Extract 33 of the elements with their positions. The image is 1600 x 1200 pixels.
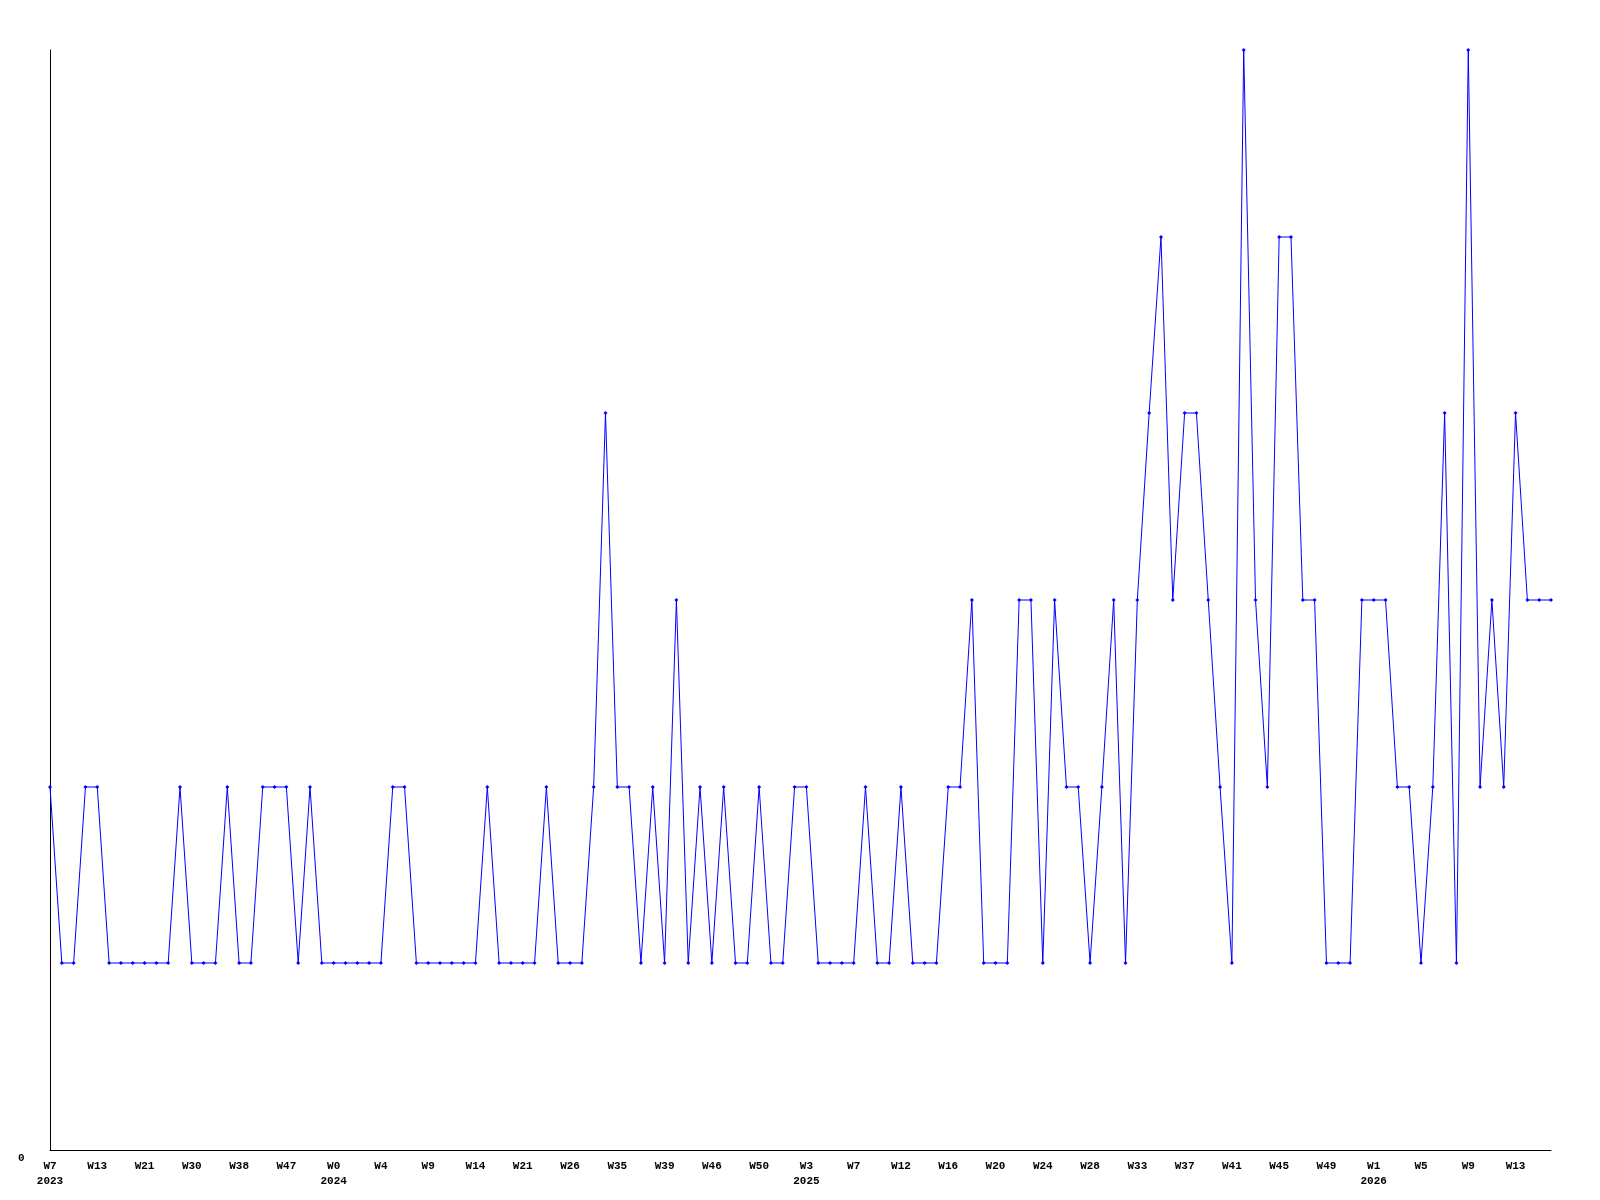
x-tick-label: W13 [87,1159,108,1172]
x-tick-label: W9 [421,1159,435,1172]
x-tick-label: W4 [374,1159,388,1172]
x-tick-label: W21 [134,1159,155,1172]
text: 0 [18,1151,25,1164]
x-tick-label: W28 [1080,1159,1101,1172]
x-tick-label: W33 [1127,1159,1148,1172]
x-tick-label: W47 [276,1159,297,1172]
x-tick-label: W7 [847,1159,861,1172]
x-tick-label: W3 2025 [793,1159,821,1187]
x-tick-label: W14 [465,1159,486,1172]
x-tick-label: W49 [1316,1159,1337,1172]
x-tick-label: W7 2023 [36,1159,64,1187]
x-tick-label: W41 [1221,1159,1243,1172]
x-tick-label: W26 [560,1159,580,1172]
x-tick-label: W20 [985,1159,1006,1172]
x-tick-label: W30 [181,1159,202,1172]
x-tick-label: W46 [701,1159,722,1172]
x-tick-label: W9 [1461,1159,1475,1172]
x-tick-label: W39 [654,1159,675,1172]
x-tick-label: W50 [749,1159,770,1172]
x-tick-label: W35 [607,1159,628,1172]
x-tick-label: W5 [1414,1159,1428,1172]
x-tick-label: W24 [1032,1159,1054,1172]
x-tick-label: W45 [1269,1159,1290,1172]
x-tick-label: W12 [891,1159,911,1172]
x-tick-label: W38 [229,1159,250,1172]
x-tick-label: W21 [512,1159,534,1172]
x-tick-label: W13 [1505,1159,1526,1172]
x-tick-label: W37 [1174,1159,1195,1172]
x-tick-label: W0 2024 [320,1159,348,1187]
x-tick-label: W16 [938,1159,959,1172]
x-tick-label: W1 2026 [1360,1159,1387,1187]
